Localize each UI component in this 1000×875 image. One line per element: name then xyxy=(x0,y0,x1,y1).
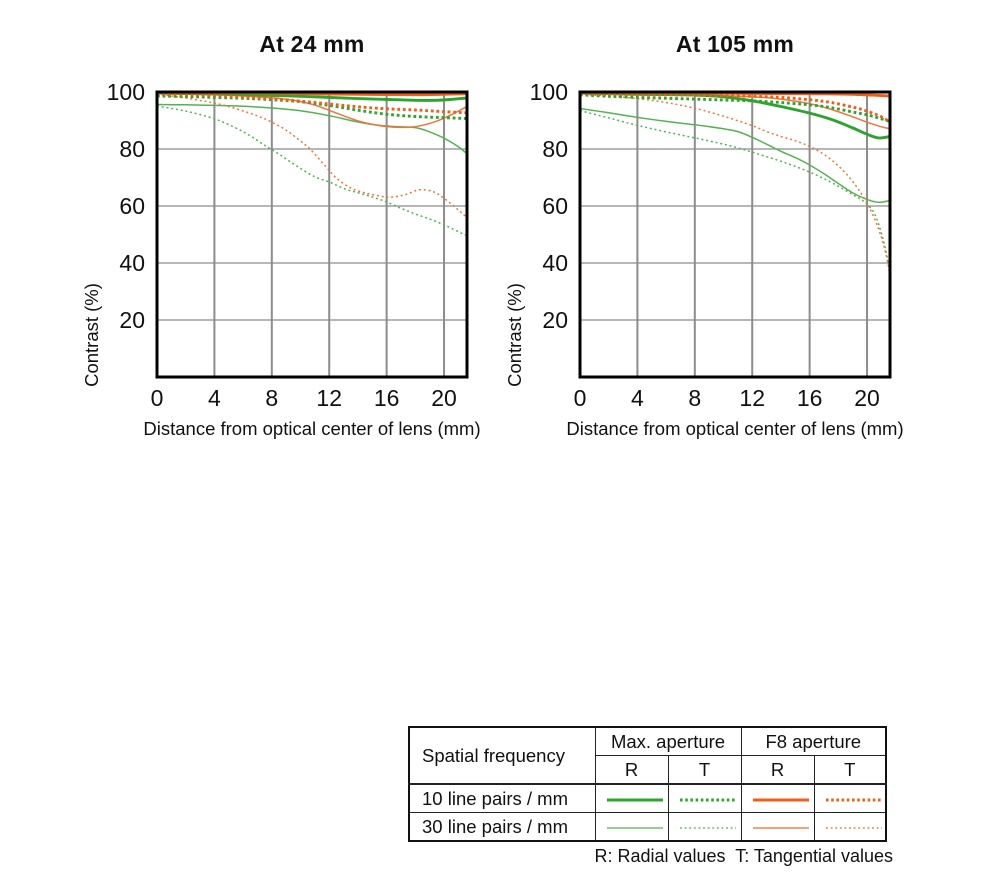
x-tick-label: 0 xyxy=(151,385,164,411)
legend-line-30lp-f8-t xyxy=(823,822,885,834)
series-10lp-max-aperture-R xyxy=(580,92,890,140)
legend-line-30lp-max-t xyxy=(677,822,739,834)
legend-line-30lp-f8-r xyxy=(750,822,812,834)
x-tick-label: 4 xyxy=(208,385,221,411)
series-30lp-max-aperture-R xyxy=(580,107,890,204)
x-tick-label: 20 xyxy=(854,385,880,411)
x-tick-label: 20 xyxy=(431,385,457,411)
chart-title-105mm: At 105 mm xyxy=(675,31,795,57)
y-tick-label: 80 xyxy=(542,136,568,162)
x-tick-label: 8 xyxy=(265,385,278,411)
y-tick-label: 20 xyxy=(542,307,568,333)
y-tick-label: 40 xyxy=(542,250,568,276)
legend-subheader-f8-r: R xyxy=(740,755,815,785)
x-tick-label: 16 xyxy=(374,385,400,411)
x-tick-label: 12 xyxy=(316,385,342,411)
legend-f8-aperture-header: F8 aperture xyxy=(740,726,887,756)
series-30lp-f8-aperture-T xyxy=(580,93,890,276)
x-tick-label: 4 xyxy=(631,385,644,411)
y-tick-label: 100 xyxy=(530,79,568,105)
y-tick-label: 60 xyxy=(119,193,145,219)
series-30lp-max-aperture-T xyxy=(157,105,467,237)
y-tick-label: 40 xyxy=(119,250,145,276)
legend-line-10lp-f8-t xyxy=(823,794,885,806)
y-tick-label: 100 xyxy=(107,79,145,105)
y-tick-label: 20 xyxy=(119,307,145,333)
x-axis-label: Distance from optical center of lens (mm… xyxy=(566,418,903,439)
series-30lp-max-aperture-R xyxy=(157,103,467,155)
y-tick-label: 80 xyxy=(119,136,145,162)
mtf-plot-105mm: 0 4 8 12 16 20 20 40 60 80 100 Distance from optica… xyxy=(504,79,904,439)
x-tick-label: 8 xyxy=(688,385,701,411)
mtf-plot-24mm: 0 4 8 12 16 20 20 40 60 80 100 Distance from optica… xyxy=(81,79,481,439)
legend-subheader-max-t: T xyxy=(667,755,742,785)
series-30lp-f8-aperture-T xyxy=(157,93,467,219)
plot-frame xyxy=(578,90,892,379)
series-10lp-max-aperture-T xyxy=(580,93,890,123)
chart-title-24mm: At 24 mm xyxy=(259,31,365,57)
x-tick-label: 12 xyxy=(739,385,765,411)
x-axis-label: Distance from optical center of lens (mm… xyxy=(143,418,480,439)
legend-line-30lp-max-r xyxy=(604,822,666,834)
plot-frame xyxy=(155,90,469,379)
legend-subheader-max-r: R xyxy=(594,755,669,785)
legend-spatial-frequency-header: Spatial frequency xyxy=(408,726,596,785)
x-tick-label: 16 xyxy=(797,385,823,411)
legend-line-10lp-max-t xyxy=(677,794,739,806)
legend-row-label-10lp: 10 line pairs / mm xyxy=(408,783,596,813)
legend-table: Spatial frequency Max. aperture F8 apert… xyxy=(408,726,888,842)
mtf-chart-at-105mm: At 105 mm 0 4 8 12 16 20 20 40 60 80 100 Distance f… xyxy=(463,25,933,465)
y-tick-label: 60 xyxy=(542,193,568,219)
mtf-chart-at-24mm: At 24 mm 0 4 8 12 16 20 20 40 60 80 100 Distance fr… xyxy=(40,25,510,465)
legend-line-10lp-max-r xyxy=(604,794,666,806)
y-axis-label: Contrast (%) xyxy=(81,283,102,387)
series-30lp-max-aperture-T xyxy=(580,109,890,274)
legend-row-label-30lp: 30 line pairs / mm xyxy=(408,812,596,842)
legend-footnote: R: Radial values T: Tangential values xyxy=(594,846,893,866)
y-axis-label: Contrast (%) xyxy=(504,283,525,387)
series-10lp-f8-aperture-T xyxy=(157,92,467,115)
x-tick-label: 0 xyxy=(574,385,587,411)
series-10lp-f8-aperture-T xyxy=(580,92,890,124)
legend-subheader-f8-t: T xyxy=(813,755,887,785)
legend-line-10lp-f8-r xyxy=(750,794,812,806)
legend-max-aperture-header: Max. aperture xyxy=(594,726,742,756)
